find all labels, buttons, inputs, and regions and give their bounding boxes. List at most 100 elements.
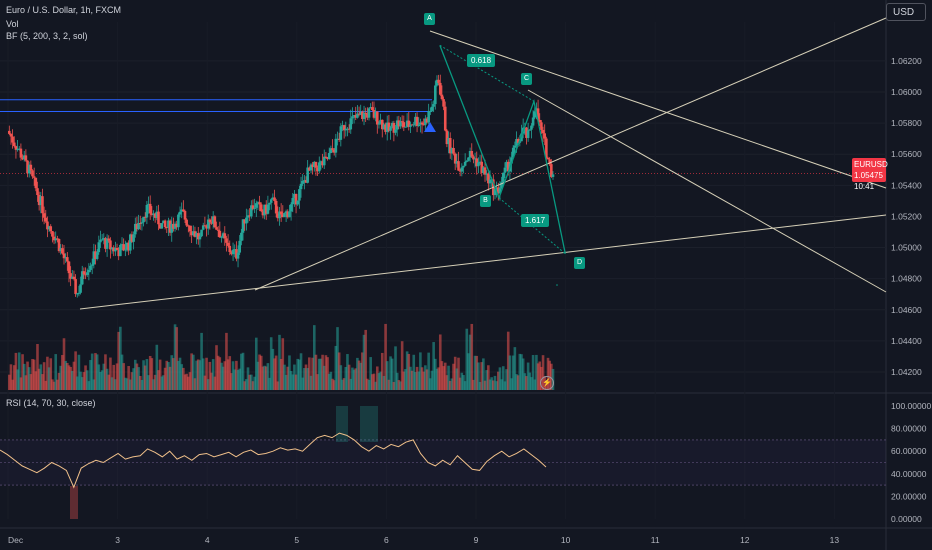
volume-bar bbox=[46, 356, 49, 390]
harmonic-pattern bbox=[424, 44, 566, 286]
volume-bar bbox=[228, 356, 232, 390]
volume-bar bbox=[130, 372, 134, 390]
candle-body bbox=[26, 160, 29, 174]
volume-bar bbox=[201, 358, 205, 390]
candle-body bbox=[336, 138, 339, 140]
candle-body bbox=[147, 203, 150, 205]
volume-label[interactable]: Vol bbox=[6, 19, 19, 29]
pattern-point-d[interactable]: D bbox=[574, 257, 585, 269]
candle-body bbox=[46, 221, 49, 230]
volume-bar bbox=[145, 359, 149, 390]
volume-bar bbox=[246, 367, 250, 390]
volume-bar bbox=[37, 368, 41, 390]
indicator-label[interactable]: BF (5, 200, 3, 2, sol) bbox=[6, 31, 88, 41]
volume-bar bbox=[306, 368, 309, 390]
candle-body bbox=[79, 284, 82, 293]
volume-bar bbox=[520, 354, 523, 390]
volume-bar bbox=[410, 370, 414, 390]
volume-bar bbox=[538, 361, 542, 390]
candle-body bbox=[316, 167, 319, 172]
ratio-label-xb[interactable]: 0.618 bbox=[467, 54, 496, 67]
volume-bar bbox=[97, 364, 101, 390]
volume-bar bbox=[397, 380, 401, 390]
price-tick-label: 1.05200 bbox=[891, 211, 922, 221]
candle-body bbox=[341, 125, 344, 127]
candle-body bbox=[462, 165, 465, 168]
time-tick-label: Dec bbox=[8, 535, 24, 545]
volume-bar bbox=[492, 380, 495, 390]
rsi-tick-label: 60.00000 bbox=[891, 446, 927, 456]
volume-bar bbox=[235, 360, 238, 390]
volume-bar bbox=[69, 366, 72, 390]
volume-bar bbox=[124, 377, 127, 390]
volume-bar bbox=[298, 359, 301, 390]
volume-bar bbox=[482, 358, 485, 390]
candle-body bbox=[356, 113, 359, 118]
volume-bar bbox=[443, 362, 447, 390]
volume-bar bbox=[435, 368, 439, 390]
pattern-point-c[interactable]: C bbox=[521, 73, 532, 85]
volume-bar bbox=[80, 377, 84, 390]
candle-body bbox=[127, 242, 130, 251]
price-tick-label: 1.05400 bbox=[891, 180, 922, 190]
volume-bar bbox=[39, 364, 43, 390]
currency-button[interactable]: USD bbox=[886, 3, 926, 21]
candle-body bbox=[327, 153, 331, 160]
volume-bar bbox=[442, 366, 445, 390]
price-tick-label: 1.06200 bbox=[891, 56, 922, 66]
lightning-icon[interactable]: ⚡ bbox=[540, 376, 554, 390]
time-tick-label: 9 bbox=[474, 535, 479, 545]
candle-body bbox=[450, 147, 454, 154]
volume-bar bbox=[546, 357, 550, 390]
volume-bar bbox=[281, 338, 285, 390]
volume-bar bbox=[94, 353, 97, 390]
candle-body bbox=[107, 238, 111, 241]
candle-body bbox=[364, 112, 367, 114]
candle-body bbox=[167, 220, 170, 228]
candle-body bbox=[541, 129, 545, 134]
pattern-dot bbox=[556, 284, 558, 286]
candle-body bbox=[384, 124, 387, 132]
volume-bar bbox=[238, 368, 242, 390]
candle-body bbox=[314, 161, 318, 168]
symbol-title[interactable]: Euro / U.S. Dollar, 1h, FXCM bbox=[6, 5, 122, 15]
volume-bar bbox=[191, 354, 195, 390]
volume-bar bbox=[54, 354, 58, 390]
candle-body bbox=[485, 173, 488, 175]
candle-body bbox=[178, 211, 182, 215]
volume-bar bbox=[483, 380, 487, 390]
volume-bar bbox=[516, 375, 520, 390]
volume-bar bbox=[75, 376, 79, 390]
candle-body bbox=[66, 257, 69, 262]
volume-bar bbox=[399, 381, 402, 390]
candle-body bbox=[395, 120, 399, 130]
candle-body bbox=[64, 257, 67, 259]
pattern-point-b[interactable]: B bbox=[480, 195, 491, 207]
candle-body bbox=[44, 217, 48, 222]
candle-body bbox=[245, 217, 248, 224]
candle-body bbox=[67, 261, 71, 274]
volume-bar bbox=[530, 377, 533, 390]
volume-bar bbox=[243, 381, 246, 390]
volume-bar bbox=[342, 378, 346, 390]
pattern-point-a[interactable]: A bbox=[424, 13, 435, 25]
candle-body bbox=[253, 207, 256, 209]
candle-body bbox=[225, 238, 228, 243]
volume-bar bbox=[284, 374, 288, 390]
volume-bar bbox=[19, 377, 23, 390]
candle-body bbox=[410, 124, 414, 126]
volume-bar bbox=[521, 358, 525, 390]
candle-body bbox=[389, 126, 392, 131]
candle-body bbox=[173, 223, 177, 229]
ratio-label-bd[interactable]: 1.617 bbox=[521, 214, 550, 227]
volume-bar bbox=[286, 366, 290, 390]
volume-bar bbox=[21, 354, 24, 390]
candle-body bbox=[329, 148, 333, 154]
candle-body bbox=[550, 164, 553, 177]
volume-bar bbox=[119, 326, 122, 390]
candle-body bbox=[545, 138, 548, 158]
time-tick-label: 12 bbox=[740, 535, 750, 545]
rsi-label[interactable]: RSI (14, 70, 30, close) bbox=[6, 398, 96, 408]
volume-bar bbox=[31, 359, 34, 390]
